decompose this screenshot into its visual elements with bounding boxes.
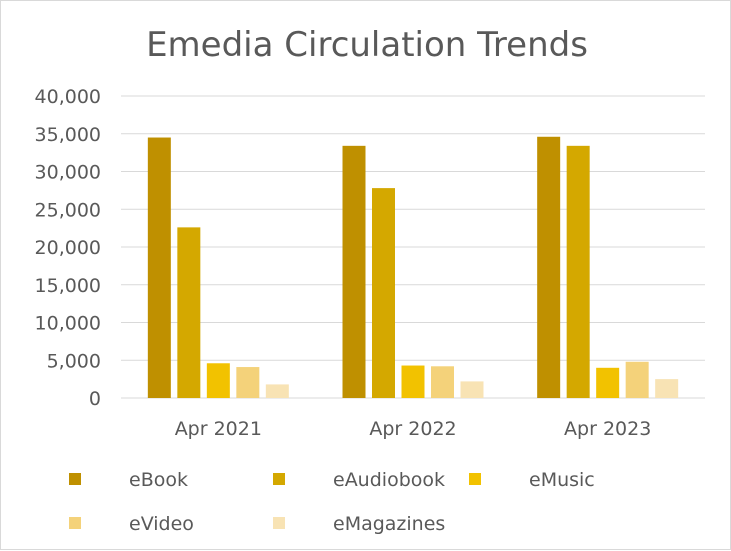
bar-ebook-0	[147, 137, 171, 398]
x-tick-label: Apr 2021	[175, 418, 262, 440]
y-tick-label: 40,000	[35, 86, 101, 108]
x-tick-label: Apr 2023	[564, 418, 651, 440]
bars	[147, 136, 679, 398]
legend-swatch-eaudiobook	[273, 473, 285, 485]
bar-emagazines-0	[265, 384, 289, 398]
x-axis-ticks: Apr 2021 Apr 2022 Apr 2023	[175, 418, 652, 440]
y-tick-label: 5,000	[47, 350, 101, 372]
bar-evideo-0	[236, 367, 260, 398]
bar-eaudiobook-2	[566, 145, 590, 398]
x-tick-label: Apr 2022	[369, 418, 456, 440]
bar-emagazines-2	[655, 379, 679, 398]
legend-label-ebook: eBook	[129, 469, 188, 491]
legend-swatch-emagazines	[273, 517, 285, 529]
chart-title: Emedia Circulation Trends	[146, 25, 588, 65]
y-tick-label: 0	[89, 388, 101, 410]
legend-label-eaudiobook: eAudiobook	[333, 469, 445, 491]
bar-ebook-1	[342, 145, 366, 398]
legend-label-evideo: eVideo	[129, 513, 194, 535]
y-tick-label: 30,000	[35, 162, 101, 184]
legend-label-emagazines: eMagazines	[333, 513, 445, 535]
y-tick-label: 20,000	[35, 237, 101, 259]
bar-ebook-2	[537, 136, 561, 398]
bar-emusic-0	[206, 363, 230, 398]
legend-swatch-emusic	[469, 473, 481, 485]
y-tick-label: 15,000	[35, 275, 101, 297]
bar-evideo-2	[625, 361, 649, 398]
y-tick-label: 35,000	[35, 124, 101, 146]
legend: eBook eAudiobook eMusic eVideo eMagazines	[69, 469, 595, 535]
y-axis-ticks: 0 5,000 10,000 15,000 20,000 25,000 30,000 35,0…	[35, 86, 101, 410]
legend-swatch-evideo	[69, 517, 81, 529]
y-tick-label: 10,000	[35, 313, 101, 335]
bar-eaudiobook-0	[177, 227, 201, 398]
legend-swatch-ebook	[69, 473, 81, 485]
bar-emusic-2	[596, 367, 620, 398]
bar-emusic-1	[401, 365, 425, 398]
legend-label-emusic: eMusic	[529, 469, 595, 491]
y-tick-label: 25,000	[35, 199, 101, 221]
gridlines	[121, 95, 705, 399]
bar-eaudiobook-1	[372, 188, 395, 398]
bar-emagazines-1	[460, 381, 484, 398]
bar-evideo-1	[431, 366, 454, 398]
